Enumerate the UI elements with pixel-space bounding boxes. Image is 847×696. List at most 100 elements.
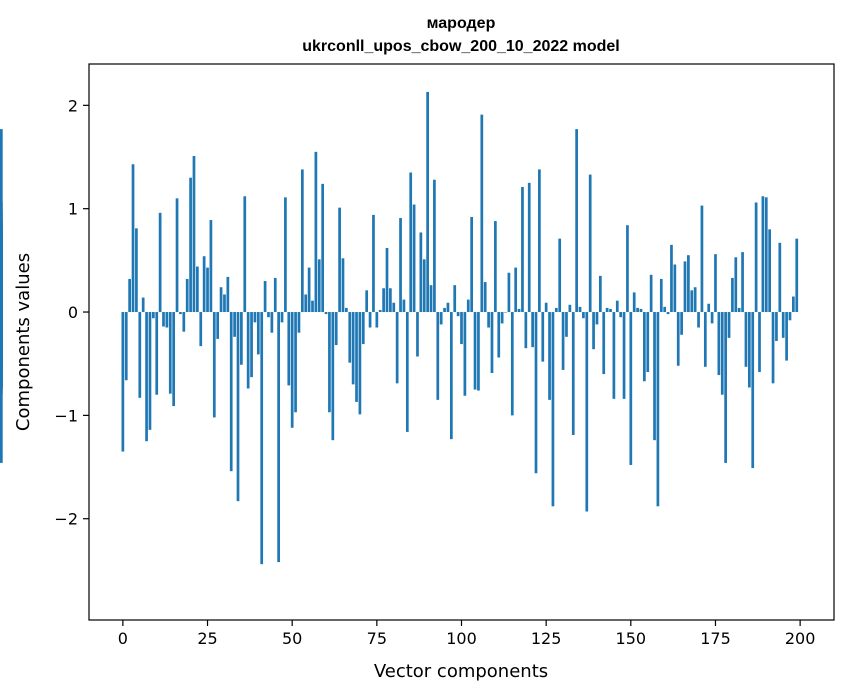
bar (758, 312, 761, 372)
x-tick-label: 0 (118, 629, 128, 648)
bar (372, 214, 375, 313)
bar (314, 151, 318, 313)
bar (189, 177, 192, 313)
bar (277, 312, 280, 563)
bar (700, 205, 704, 313)
bar (656, 312, 660, 507)
y-tick-label: 0 (68, 303, 78, 322)
bar (229, 312, 233, 472)
bar (632, 292, 636, 313)
bar (436, 312, 440, 400)
bar (649, 274, 653, 313)
bar (199, 312, 203, 347)
bar (121, 312, 125, 452)
bar (541, 312, 545, 362)
bar (135, 228, 138, 313)
bar (588, 174, 592, 313)
bar (365, 290, 369, 313)
bar (510, 312, 514, 416)
bar (443, 307, 446, 313)
bar (680, 312, 683, 335)
x-tick-label: 200 (785, 629, 816, 648)
bar (781, 312, 785, 338)
x-tick-label: 150 (616, 629, 647, 648)
bar (385, 247, 389, 313)
bar (182, 312, 186, 332)
bar (158, 212, 162, 313)
bar (571, 312, 575, 436)
bar (148, 312, 152, 430)
bar (145, 312, 148, 442)
x-tick-label: 125 (531, 629, 562, 648)
bar (355, 312, 358, 402)
bar (595, 312, 599, 325)
bar (747, 312, 751, 388)
bar (405, 312, 409, 432)
bar (558, 238, 562, 313)
bar (324, 312, 328, 315)
bar (321, 183, 325, 313)
bar (659, 278, 663, 313)
y-tick-label: 2 (68, 96, 78, 115)
bar (639, 308, 643, 313)
bar (382, 288, 385, 313)
bar (466, 299, 470, 313)
bar (270, 312, 274, 333)
bar (734, 257, 738, 313)
bar (693, 287, 697, 313)
bar (744, 312, 748, 367)
bar (429, 285, 433, 313)
bar (497, 312, 501, 358)
bar (256, 312, 260, 355)
bar (233, 312, 236, 337)
bar (480, 114, 484, 313)
bar (236, 312, 240, 502)
bar (179, 312, 182, 315)
bar (494, 221, 497, 313)
bar (284, 197, 287, 313)
bar (168, 312, 172, 394)
bar (273, 277, 277, 313)
bar (500, 312, 504, 324)
bar (341, 258, 345, 313)
bar (280, 312, 284, 323)
bar (345, 307, 348, 313)
bar (673, 264, 677, 313)
bar (778, 242, 782, 313)
bar (714, 254, 717, 313)
bar (622, 312, 626, 399)
bar (792, 296, 795, 313)
bar (741, 252, 744, 313)
bar (720, 312, 724, 395)
bar (788, 312, 792, 321)
bar (470, 216, 474, 313)
bar (670, 244, 673, 313)
bar (504, 312, 507, 313)
bar (507, 272, 511, 313)
bar (446, 302, 450, 313)
x-tick-label: 25 (197, 629, 217, 648)
bar (311, 300, 314, 313)
bar (754, 202, 758, 313)
bar (629, 312, 633, 465)
bar (253, 312, 257, 323)
bar (687, 255, 690, 313)
bar (223, 294, 226, 313)
bar (565, 312, 568, 337)
bar (219, 287, 223, 313)
bar (690, 290, 694, 313)
x-tick-label: 100 (446, 629, 477, 648)
bar (554, 307, 558, 313)
bar (426, 91, 429, 313)
bar (294, 312, 297, 413)
bar (409, 172, 413, 313)
bar (300, 169, 304, 313)
bar (697, 312, 700, 328)
bar (615, 300, 619, 313)
bar (582, 312, 585, 319)
bar (612, 312, 616, 399)
bar (155, 312, 159, 395)
bar (531, 312, 534, 348)
bar (212, 312, 216, 418)
bar (703, 312, 707, 367)
